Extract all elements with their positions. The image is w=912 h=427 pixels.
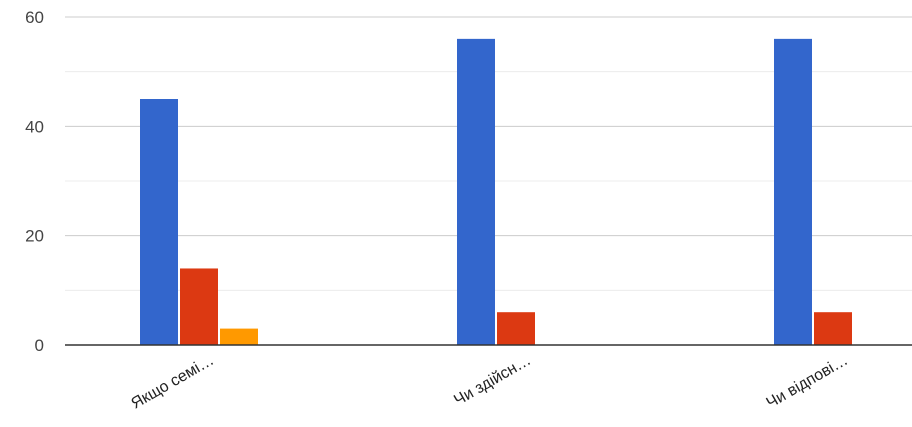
bar-series2-cat1: [180, 268, 218, 345]
x-axis-category-labels: Якщо семі… Чи здійсн… Чи відпові…: [129, 352, 851, 413]
bar-series2-cat3: [814, 312, 852, 345]
y-tick-label: 60: [25, 8, 44, 27]
bar-series2-cat2: [497, 312, 535, 345]
bar-series3-cat1: [220, 328, 258, 345]
x-category-label: Чи здійсн…: [451, 352, 534, 410]
bar-series1-cat2: [457, 38, 495, 345]
bars: [140, 38, 852, 345]
y-tick-label: 20: [25, 227, 44, 246]
x-category-label: Чи відпові…: [764, 352, 851, 412]
y-tick-label: 40: [25, 117, 44, 136]
y-axis-tick-labels: 0 20 40 60: [25, 8, 44, 355]
bar-series1-cat1: [140, 99, 178, 345]
bar-series1-cat3: [774, 38, 812, 345]
y-tick-label: 0: [35, 336, 44, 355]
x-category-label: Якщо семі…: [129, 352, 217, 413]
